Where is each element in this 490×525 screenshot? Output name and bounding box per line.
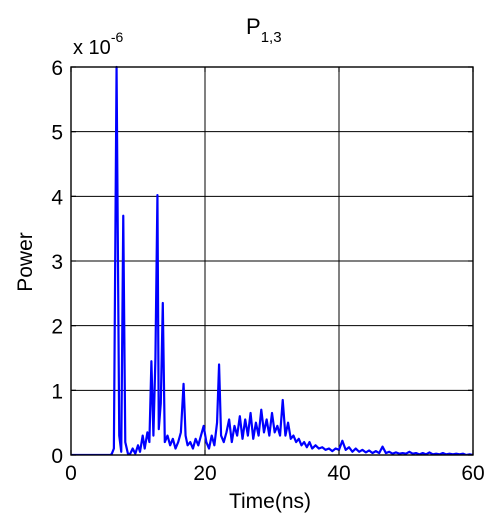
x-tick-label: 20	[193, 462, 216, 485]
y-multiplier: x 10-6	[73, 29, 123, 59]
y-tick-label: 4	[51, 186, 63, 209]
grid-lines	[71, 67, 473, 455]
y-tick-label: 5	[51, 122, 63, 145]
plot-area	[71, 65, 473, 455]
y-tick-label: 0	[51, 445, 63, 468]
chart-title: P1,3	[246, 14, 282, 46]
y-tick-label: 1	[51, 380, 63, 403]
y-tick-label: 6	[51, 57, 63, 80]
x-tick-label: 60	[461, 462, 484, 485]
y-axis-label: Power	[14, 232, 37, 292]
x-tick-label: 0	[65, 462, 77, 485]
axis-ticks	[70, 66, 474, 456]
y-tick-label: 3	[51, 251, 63, 274]
tick-labels: 0 20 40 60 0 1 2 3 4 5 6	[51, 57, 484, 485]
x-axis-label: Time(ns)	[229, 490, 311, 513]
y-tick-label: 2	[51, 316, 63, 339]
series-line	[71, 65, 473, 455]
x-tick-label: 40	[327, 462, 350, 485]
